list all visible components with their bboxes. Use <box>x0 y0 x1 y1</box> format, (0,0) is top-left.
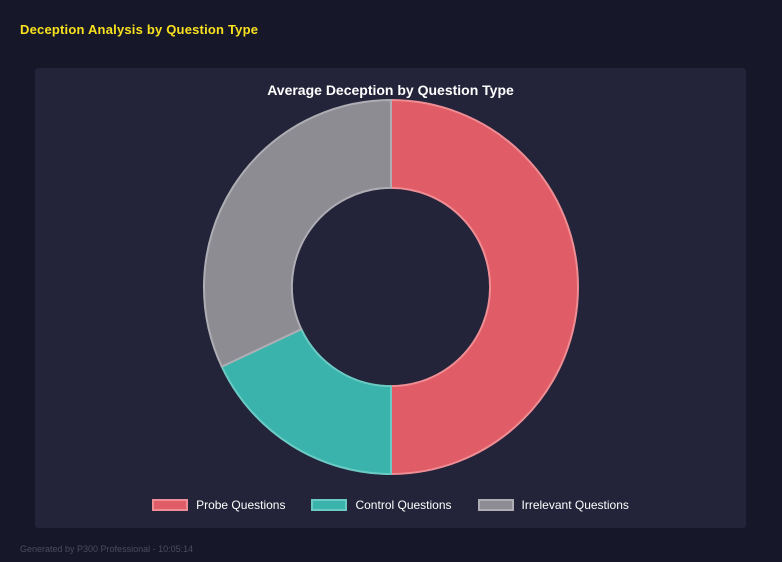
donut-wrap <box>35 99 746 475</box>
chart-legend: Probe Questions Control Questions Irrele… <box>35 498 746 512</box>
chart-title: Average Deception by Question Type <box>267 82 514 98</box>
legend-label-control: Control Questions <box>355 498 452 512</box>
donut-segment-1[interactable] <box>220 328 392 475</box>
legend-swatch-control <box>311 499 348 511</box>
footer-generated-text: Generated by P300 Professional - 10:05:1… <box>20 544 194 554</box>
legend-swatch-irrelevant <box>477 499 514 511</box>
legend-item-probe[interactable]: Probe Questions <box>152 498 285 512</box>
donut-chart <box>202 99 579 475</box>
donut-segment-0[interactable] <box>389 99 579 475</box>
legend-label-probe: Probe Questions <box>196 498 286 512</box>
legend-item-control[interactable]: Control Questions <box>311 498 452 512</box>
legend-swatch-probe <box>152 499 189 511</box>
page-title: Deception Analysis by Question Type <box>20 22 259 37</box>
legend-label-irrelevant: Irrelevant Questions <box>521 498 629 512</box>
donut-segment-2[interactable] <box>202 99 392 368</box>
legend-item-irrelevant[interactable]: Irrelevant Questions <box>477 498 629 512</box>
chart-panel: Average Deception by Question Type Probe… <box>35 68 746 528</box>
